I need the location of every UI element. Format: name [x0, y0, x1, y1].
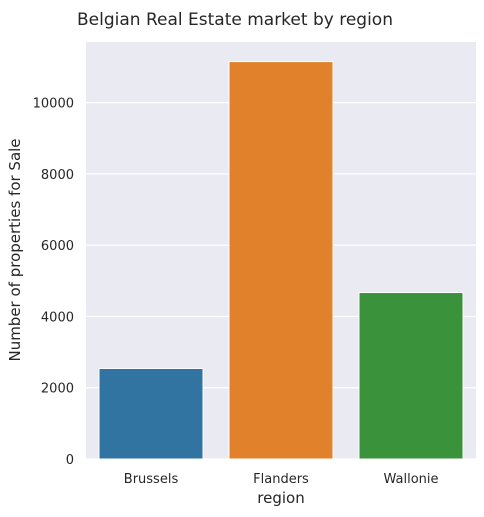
x-axis-label: region	[257, 489, 304, 507]
y-axis-label: Number of properties for Sale	[6, 138, 24, 361]
y-tick-label: 6000	[41, 239, 74, 254]
y-tick-label: 2000	[41, 382, 74, 397]
bar-flanders	[228, 61, 334, 460]
y-tick-label: 10000	[33, 97, 74, 112]
y-tick-label: 4000	[41, 310, 74, 325]
y-tick-label: 0	[66, 453, 74, 468]
bar-brussels	[98, 367, 204, 460]
x-tick-label: Brussels	[124, 472, 179, 487]
x-tick-labels: Brussels Flanders Wallonie	[124, 472, 439, 487]
y-tick-label: 8000	[41, 168, 74, 183]
y-tick-labels: 0 2000 4000 6000 8000 10000	[33, 97, 74, 468]
x-tick-label: Flanders	[253, 472, 309, 487]
bar-wallonie	[358, 292, 464, 460]
x-tick-label: Wallonie	[383, 472, 438, 487]
bars	[98, 61, 464, 460]
chart-title: Belgian Real Estate market by region	[77, 10, 393, 30]
